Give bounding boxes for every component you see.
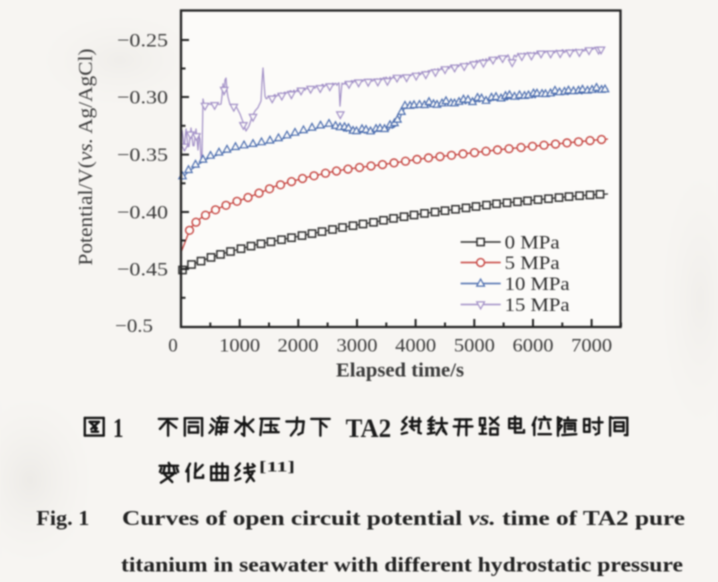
svg-text:−0.40: −0.40 — [117, 203, 168, 224]
svg-text:3000: 3000 — [337, 336, 378, 357]
svg-text:titanium in seawater with diff: titanium in seawater with different hydr… — [121, 553, 683, 577]
svg-text:0 MPa: 0 MPa — [505, 233, 561, 254]
svg-text:Potential/V(vs. Ag/AgCl): Potential/V(vs. Ag/AgCl) — [75, 49, 97, 266]
svg-text:TA2: TA2 — [346, 414, 392, 443]
svg-text:0: 0 — [168, 336, 178, 357]
svg-text:−0.5: −0.5 — [115, 316, 153, 337]
svg-text:−0.45: −0.45 — [117, 260, 168, 281]
svg-text:7000: 7000 — [571, 336, 612, 357]
svg-text:5 MPa: 5 MPa — [505, 253, 561, 274]
svg-text:2000: 2000 — [278, 336, 319, 357]
svg-text:Fig. 1: Fig. 1 — [36, 506, 89, 530]
svg-text:−0.35: −0.35 — [117, 145, 168, 166]
svg-text:Elapsed time/s: Elapsed time/s — [336, 360, 464, 382]
svg-text:[11]: [11] — [259, 460, 295, 476]
svg-text:15 MPa: 15 MPa — [505, 295, 571, 316]
svg-text:1: 1 — [113, 413, 124, 443]
svg-text:6000: 6000 — [513, 336, 554, 357]
svg-text:Curves of open circuit potenti: Curves of open circuit potential vs. tim… — [122, 506, 685, 530]
svg-text:5000: 5000 — [454, 336, 495, 357]
svg-text:1000: 1000 — [219, 336, 260, 357]
svg-text:4000: 4000 — [395, 336, 436, 357]
svg-text:10 MPa: 10 MPa — [505, 274, 571, 295]
svg-text:−0.25: −0.25 — [117, 31, 168, 52]
svg-text:−0.30: −0.30 — [117, 88, 168, 109]
